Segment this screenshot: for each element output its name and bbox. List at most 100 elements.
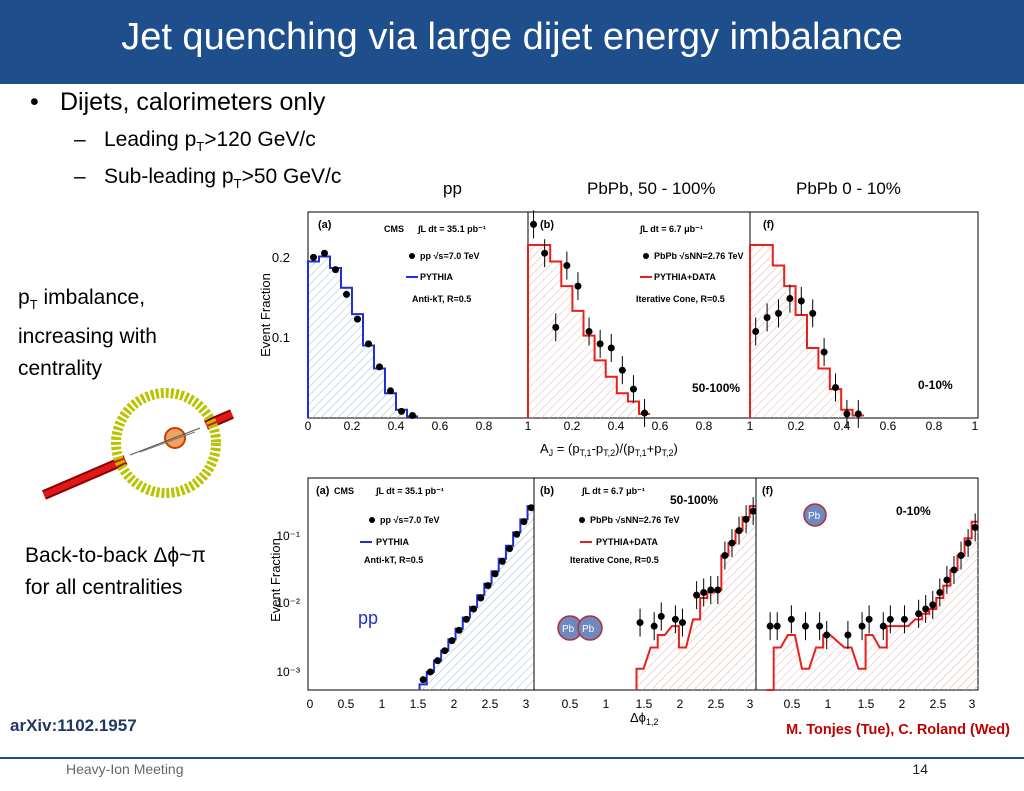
data-point <box>865 615 873 623</box>
pb-label: Pb <box>808 511 821 522</box>
cms-label: CMS <box>334 486 354 496</box>
panel-tag-a: (a) <box>316 485 330 497</box>
data-point <box>886 615 894 623</box>
data-point <box>477 594 485 602</box>
x-tick-label: 0 <box>307 697 314 711</box>
x-tick-label: 1 <box>379 697 386 711</box>
data-point <box>354 315 361 323</box>
data-point <box>441 647 449 655</box>
data-point <box>530 220 538 228</box>
data-point <box>343 290 350 298</box>
pb-nucleus-icon <box>803 503 827 527</box>
back-to-back-note: Back-to-back Δϕ~π for all centralities <box>25 540 206 604</box>
legend-data: PbPb √sNN=2.76 TeV <box>654 251 744 261</box>
y-tick-label: 0.2 <box>272 250 290 265</box>
data-point <box>448 637 456 645</box>
data-point <box>552 323 560 331</box>
data-point <box>775 309 782 317</box>
data-point <box>462 615 470 623</box>
pythia-histogram <box>307 249 418 420</box>
x-tick-label: 0.4 <box>608 419 625 433</box>
x-tick-label: 1.5 <box>636 697 653 711</box>
data-point <box>844 631 852 639</box>
x-tick-label: 0.6 <box>880 419 897 433</box>
data-point <box>365 340 372 348</box>
x-tick-label: 0.4 <box>388 419 405 433</box>
panel-tag-f: (f) <box>763 219 774 231</box>
data-point <box>900 615 908 623</box>
x-tick-label: 0.2 <box>564 419 581 433</box>
y-tick-label: 10⁻¹ <box>276 529 300 543</box>
data-point <box>629 385 637 393</box>
legend-pythia-data: PYTHIA+DATA <box>654 272 716 282</box>
detector-ring <box>111 388 221 498</box>
x-tick-label: 0.2 <box>788 419 805 433</box>
column-label-peripheral: PbPb, 50 - 100% <box>587 179 716 198</box>
x-tick-label: 0.5 <box>562 697 579 711</box>
sub-bullet-leading: – Leading pT>120 GeV/c <box>74 128 316 154</box>
pt-sub: T <box>29 297 38 313</box>
dash-marker: – <box>74 165 86 188</box>
data-point <box>957 552 965 560</box>
x-ticks-top: 0 0.2 0.4 0.6 0.8 1 0.2 0.4 0.6 0.8 1 0.2 0.4 0.6 0.… <box>305 419 979 433</box>
x-tick-label: 0.5 <box>784 697 801 711</box>
sub2-sub: T <box>233 176 242 192</box>
x-tick-label: 1 <box>825 697 832 711</box>
data-point <box>527 504 535 512</box>
x-tick-label: 2.5 <box>930 697 947 711</box>
sub1-post: >120 GeV/c <box>204 128 316 151</box>
pt-line2: increasing with <box>18 325 157 349</box>
bullet-main-text: Dijets, calorimeters only <box>60 88 326 116</box>
legend-pythia: PYTHIA <box>420 272 454 282</box>
x-tick-label: 2.5 <box>482 697 499 711</box>
x-ticks-bottom: 0 0.5 1 1.5 2 2.5 3 0.5 1 1.5 2 2.5 3 0.5 1 1.5 2 2.5 3 <box>307 697 976 711</box>
data-point <box>721 552 729 560</box>
y-axis-label-top: Event Fraction <box>258 273 273 357</box>
data-point <box>950 566 958 574</box>
data-point <box>763 313 771 321</box>
legend-pythia-data: PYTHIA+DATA <box>596 537 658 547</box>
data-point <box>641 409 649 417</box>
panel-tag-b: (b) <box>540 219 554 231</box>
y-tick-label: 10⁻² <box>276 596 300 610</box>
x-tick-label: 1 <box>747 419 754 433</box>
data-point <box>693 591 701 599</box>
x-axis-label-top: AJ = (pT,1-pT,2)/(pT,1+pT,2) <box>540 441 678 458</box>
sub-bullet-subleading: – Sub-leading pT>50 GeV/c <box>74 165 341 191</box>
pt-imbalance-note: pT imbalance, increasing with centrality <box>18 282 157 385</box>
data-point <box>678 619 686 627</box>
panel-a-top <box>307 211 529 420</box>
x-tick-label: 0.2 <box>344 419 361 433</box>
pp-blue-label: pp <box>358 608 378 628</box>
data-point <box>434 657 442 665</box>
data-point <box>455 626 463 634</box>
x-tick-label: 3 <box>523 697 530 711</box>
pythia-histogram <box>418 504 535 690</box>
data-point <box>728 539 736 547</box>
data-point <box>650 622 658 630</box>
x-tick-label: 0.8 <box>926 419 943 433</box>
pb-label: Pb <box>562 624 575 635</box>
panel-annotations: (a) CMS ∫L dt = 35.1 pb⁻¹ pp √s=7.0 TeV … <box>316 219 953 565</box>
dash-marker: – <box>74 128 86 151</box>
data-point <box>964 539 972 547</box>
data-point <box>742 515 750 523</box>
panel-f-top <box>749 211 979 428</box>
data-point <box>310 253 317 261</box>
track-line <box>129 427 201 456</box>
centrality-label: 50-100% <box>692 381 740 395</box>
data-point <box>766 622 774 630</box>
slide-title: Jet quenching via large dijet energy imb… <box>121 16 903 58</box>
data-point <box>714 586 722 594</box>
track-line <box>139 431 196 453</box>
data-point <box>858 622 866 630</box>
algo-label: Anti-kT, R=0.5 <box>364 555 423 565</box>
data-point <box>773 622 781 630</box>
luminosity-label: ∫L dt = 35.1 pb⁻¹ <box>375 486 444 496</box>
mc-hatch-area <box>636 506 757 690</box>
data-point <box>820 348 828 356</box>
pb-label: Pb <box>582 624 595 635</box>
sub2-pre: Sub-leading p <box>104 165 234 188</box>
data-point <box>618 366 626 374</box>
centrality-label: 50-100% <box>670 493 718 507</box>
